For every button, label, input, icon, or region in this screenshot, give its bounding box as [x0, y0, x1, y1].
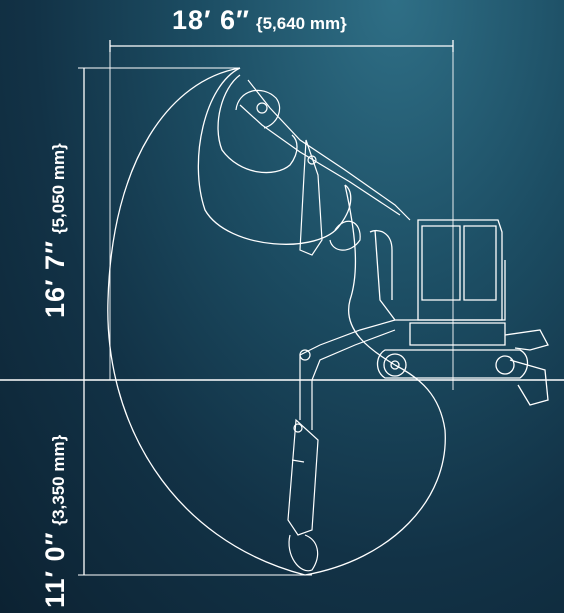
excavator-upper-arm: [235, 79, 411, 256]
reach-imperial: 18′ 6″: [172, 5, 250, 35]
working-envelope-middle: [197, 67, 352, 245]
depth-dimension-label: 11′ 0″ {3,350 mm}: [40, 435, 71, 608]
reach-dimension-label: 18′ 6″ {5,640 mm}: [172, 5, 347, 36]
depth-imperial: 11′ 0″: [40, 531, 70, 608]
height-metric: {5,050 mm}: [49, 143, 68, 235]
height-dimension-label: 16′ 7″ {5,050 mm}: [40, 143, 71, 318]
working-envelope-low: [344, 184, 396, 366]
excavator-body: [369, 219, 549, 406]
height-imperial: 16′ 7″: [40, 240, 70, 318]
reach-metric: {5,640 mm}: [255, 14, 347, 33]
depth-metric: {3,350 mm}: [49, 434, 68, 526]
excavator-lower-arm: [287, 319, 396, 572]
working-envelope-outer: [107, 67, 446, 576]
